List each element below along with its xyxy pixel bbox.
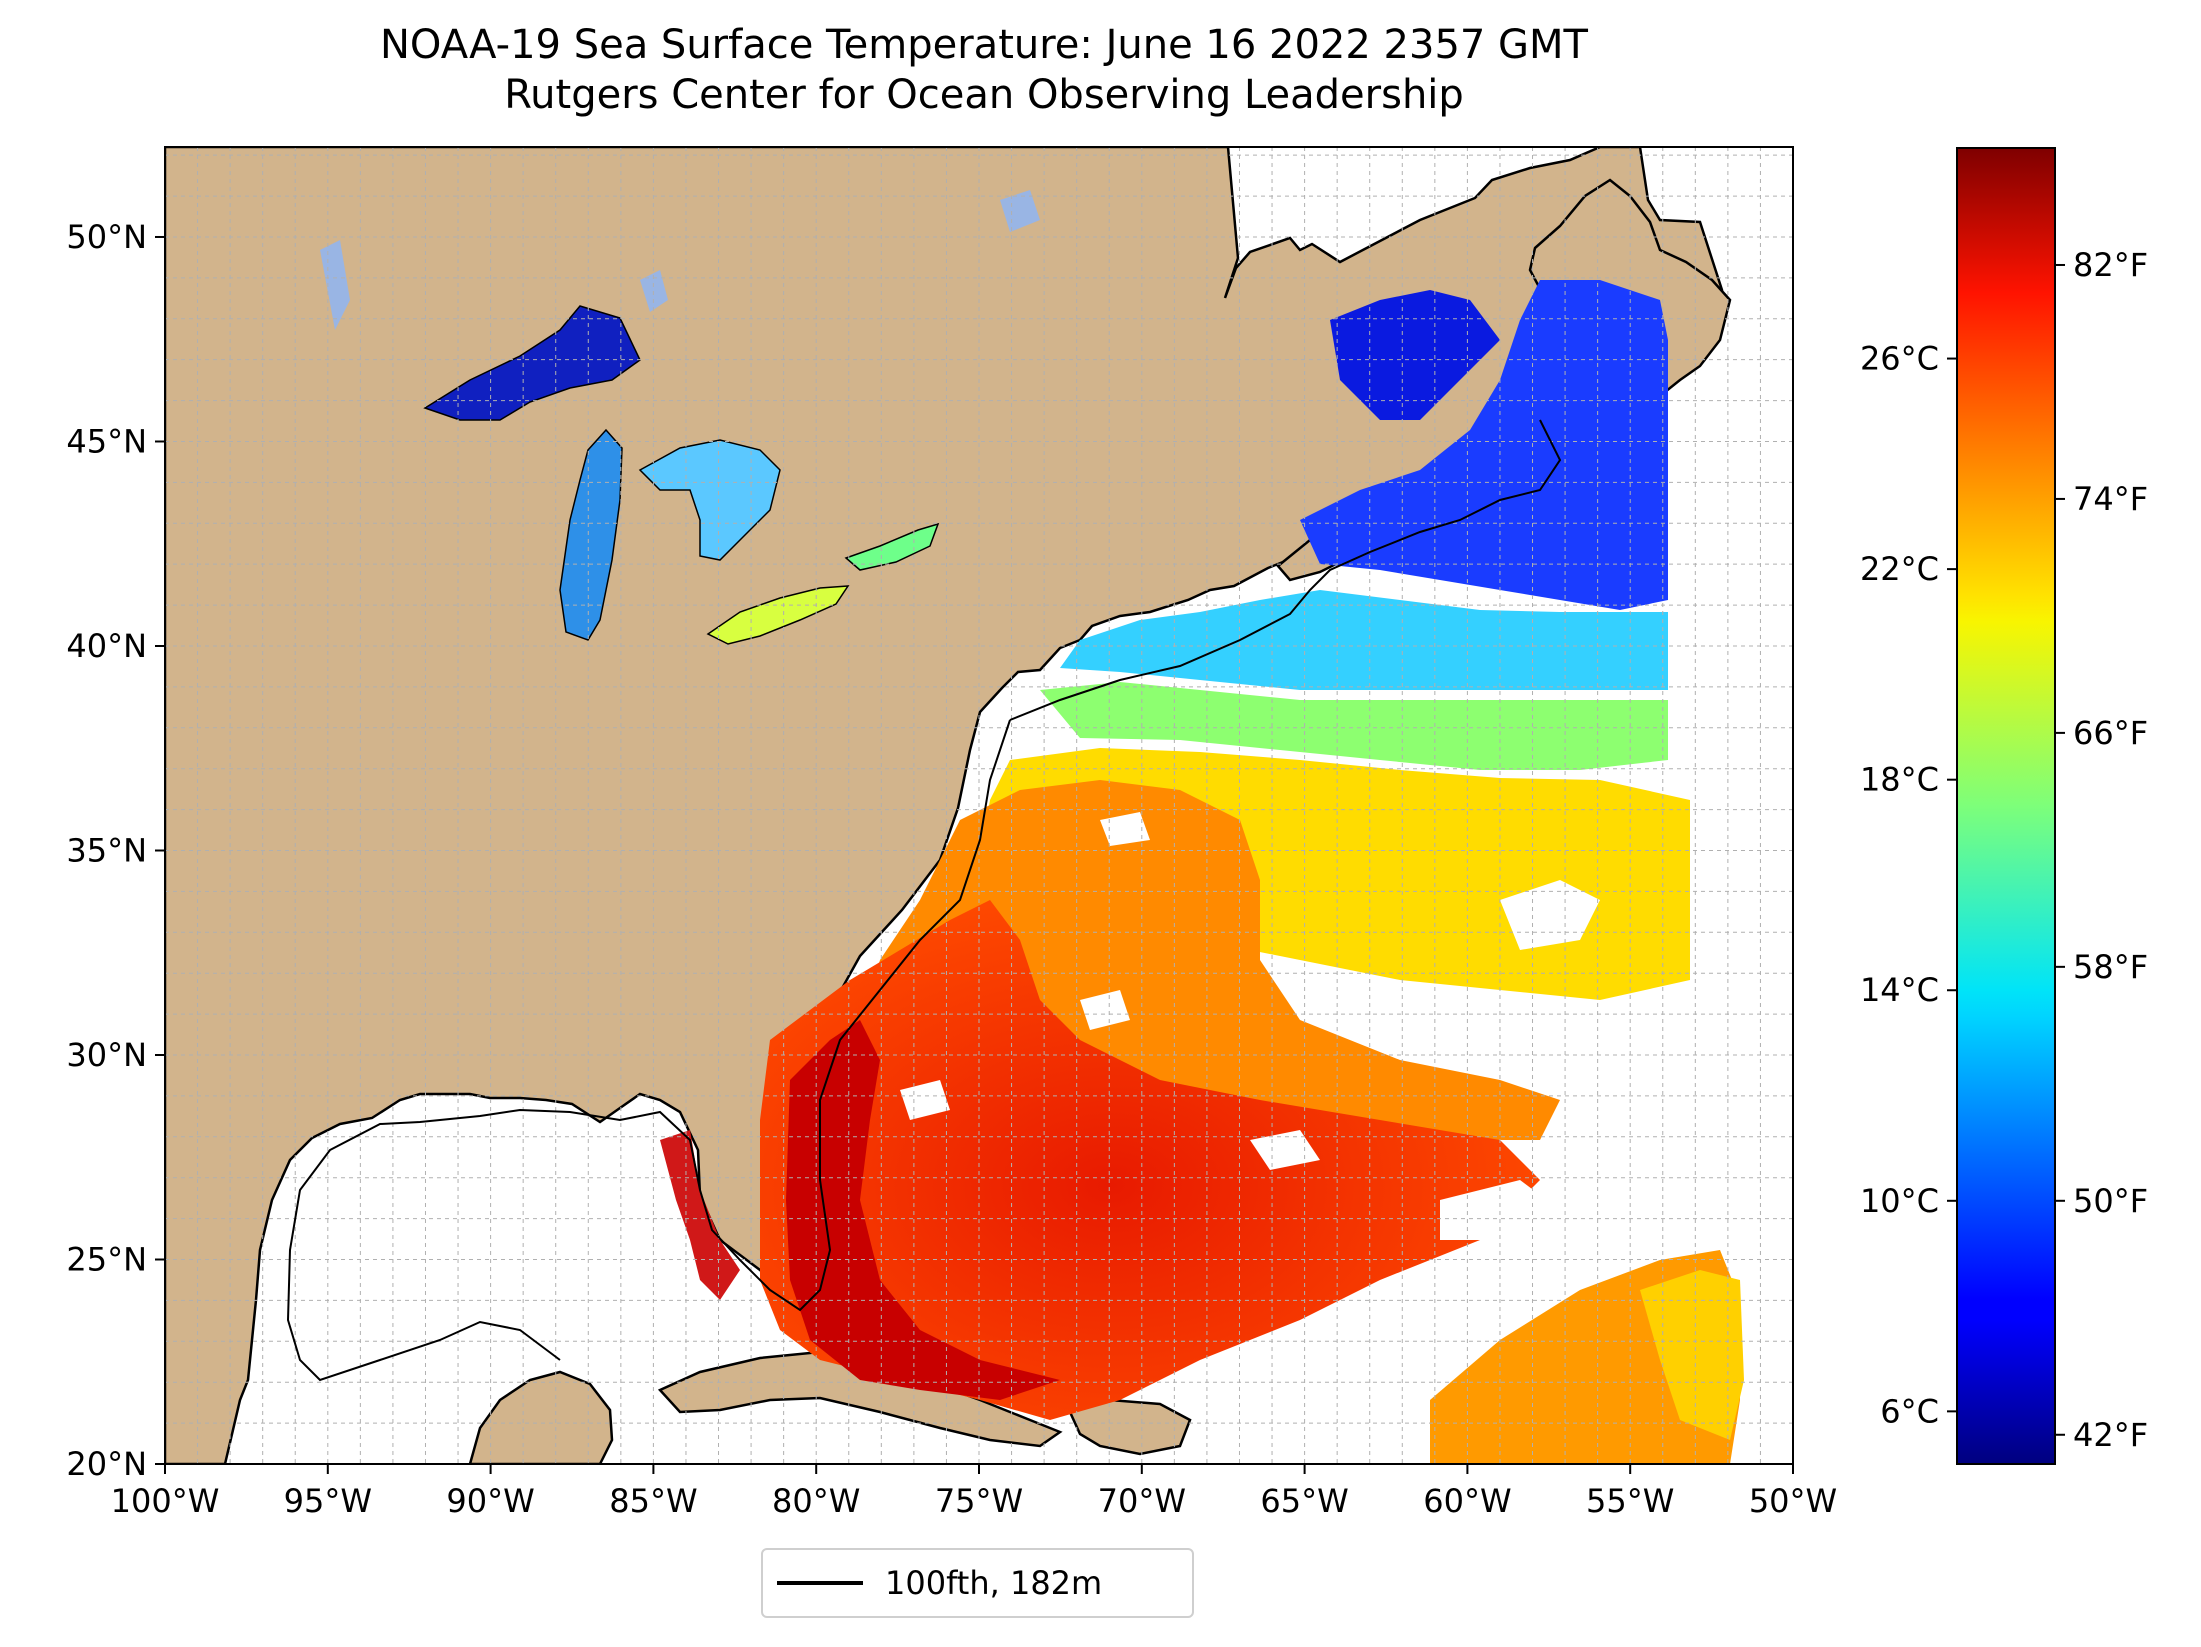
celsius-tick-label: 6°C bbox=[1880, 1392, 1939, 1430]
sst-dark-red-core bbox=[786, 1020, 1060, 1400]
isobath-100fth bbox=[286, 419, 1562, 1382]
lake-nipigon-patch bbox=[640, 270, 668, 312]
celsius-tick-label: 18°C bbox=[1860, 761, 1939, 799]
map-title: NOAA-19 Sea Surface Temperature: June 16… bbox=[379, 22, 1588, 68]
gridlines bbox=[165, 147, 1793, 1464]
lon-tick-label: 80°W bbox=[772, 1482, 860, 1520]
lon-tick-label: 100°W bbox=[111, 1482, 220, 1520]
fahrenheit-tick-label: 74°F bbox=[2073, 480, 2148, 518]
longitude-axis: 100°W 95°W 90°W 85°W 80°W 75°W 70°W 65°W 60°W 55°… bbox=[111, 1464, 1837, 1520]
fahrenheit-tick-label: 66°F bbox=[2073, 714, 2148, 752]
lat-tick-label: 25°N bbox=[66, 1240, 147, 1278]
land-hispaniola bbox=[1068, 1398, 1192, 1456]
celsius-tick-label: 22°C bbox=[1860, 550, 1939, 588]
chart-title-block: NOAA-19 Sea Surface Temperature: June 16… bbox=[0, 20, 1968, 120]
latitude-axis: 20°N 25°N 30°N 35°N 40°N 45°N 50°N bbox=[66, 218, 165, 1483]
lat-tick-label: 40°N bbox=[66, 627, 147, 665]
lon-tick-label: 60°W bbox=[1423, 1482, 1511, 1520]
sst-very-cold-gulf bbox=[1330, 290, 1500, 420]
colorbar bbox=[1956, 147, 2056, 1465]
map-subtitle: Rutgers Center for Ocean Observing Leade… bbox=[504, 72, 1464, 118]
land-north-america bbox=[165, 147, 1724, 1464]
sst-cold-band bbox=[1300, 280, 1668, 610]
lon-tick-label: 70°W bbox=[1098, 1482, 1186, 1520]
lon-tick-label: 90°W bbox=[446, 1482, 534, 1520]
sst-warm-core bbox=[760, 900, 1540, 1420]
celsius-tick-label: 26°C bbox=[1860, 340, 1939, 378]
lat-tick-label: 50°N bbox=[66, 218, 147, 256]
lon-tick-label: 50°W bbox=[1749, 1482, 1837, 1520]
lat-tick-label: 30°N bbox=[66, 1036, 147, 1074]
great-lakes bbox=[320, 190, 1040, 645]
lon-tick-label: 85°W bbox=[609, 1482, 697, 1520]
colorbar-celsius-axis: 6°C 10°C 14°C 18°C 22°C 26°C bbox=[1860, 340, 1957, 1430]
sst-west-florida bbox=[660, 1130, 740, 1300]
lon-tick-label: 95°W bbox=[284, 1482, 372, 1520]
sst-southeast-yellow bbox=[1640, 1270, 1744, 1440]
fahrenheit-tick-label: 82°F bbox=[2073, 246, 2148, 284]
fahrenheit-tick-label: 58°F bbox=[2073, 948, 2148, 986]
lon-tick-label: 55°W bbox=[1586, 1482, 1674, 1520]
map-area bbox=[165, 147, 1793, 1464]
lon-tick-label: 65°W bbox=[1260, 1482, 1348, 1520]
lon-tick-label: 75°W bbox=[935, 1482, 1023, 1520]
lake-small-patch bbox=[1000, 190, 1040, 232]
legend-line-swatch bbox=[777, 1581, 863, 1585]
lake-huron bbox=[638, 439, 781, 561]
lake-ontario bbox=[844, 522, 940, 571]
land-cuba bbox=[657, 1350, 1063, 1448]
legend: 100fth, 182m bbox=[761, 1548, 1194, 1618]
legend-label: 100fth, 182m bbox=[885, 1564, 1103, 1602]
lat-tick-label: 45°N bbox=[66, 422, 147, 460]
colorbar-fahrenheit-axis: 42°F 50°F 58°F 66°F 74°F 82°F bbox=[2055, 246, 2148, 1454]
sst-green-band bbox=[1040, 682, 1668, 770]
lat-tick-label: 20°N bbox=[66, 1445, 147, 1483]
fahrenheit-tick-label: 50°F bbox=[2073, 1182, 2148, 1220]
fahrenheit-tick-label: 42°F bbox=[2073, 1416, 2148, 1454]
land-yucatan bbox=[468, 1370, 614, 1464]
lat-tick-label: 35°N bbox=[66, 831, 147, 869]
celsius-tick-label: 10°C bbox=[1860, 1182, 1939, 1220]
sst-cool-band bbox=[1060, 590, 1668, 690]
celsius-tick-label: 14°C bbox=[1860, 971, 1939, 1009]
